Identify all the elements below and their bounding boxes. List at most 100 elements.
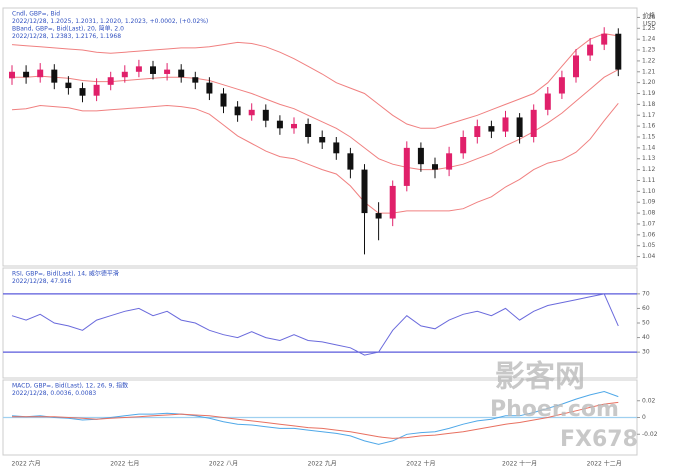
candle-body — [51, 69, 58, 83]
candle-body — [135, 66, 142, 72]
candle-body — [206, 82, 213, 94]
legend-text: RSI, GBP=, Bid(Last), 14, 威尔德平滑 — [12, 270, 119, 278]
candle-body — [164, 69, 171, 74]
candle-body — [544, 93, 551, 110]
y-tick-label: 0 — [642, 414, 646, 421]
y-tick-label: 1.23 — [642, 47, 656, 54]
candle-body — [262, 109, 269, 121]
candle-body — [375, 213, 382, 219]
x-tick-label: 2022 十月 — [406, 460, 435, 468]
candle-body — [347, 153, 354, 170]
y-tick-label: 40 — [642, 334, 650, 341]
indicator-line — [11, 390, 619, 445]
y-tick-label: 1.15 — [642, 134, 656, 141]
axis-label: 价格 — [643, 12, 655, 20]
y-tick-label: 1.08 — [642, 210, 656, 217]
candle-body — [305, 123, 312, 137]
x-tick-label: 2022 十二月 — [587, 460, 622, 468]
x-tick-label: 2022 八月 — [209, 461, 238, 468]
candle-body — [65, 82, 72, 89]
y-tick-label: -0.02 — [642, 431, 658, 438]
y-tick-label: 1.06 — [642, 231, 656, 238]
y-tick-label: 30 — [642, 349, 650, 356]
candle-body — [150, 66, 156, 74]
candle-body — [93, 84, 100, 96]
bollinger-band — [11, 33, 619, 129]
y-tick-label: 1.24 — [642, 36, 656, 43]
x-tick-label: 2022 七月 — [110, 460, 139, 468]
y-tick-label: 1.25 — [642, 25, 656, 32]
candle-body — [121, 71, 128, 78]
candle-body — [460, 137, 467, 154]
candle-body — [432, 164, 438, 170]
y-tick-label: 1.12 — [642, 166, 656, 173]
y-tick-label: 1.16 — [642, 123, 656, 130]
x-tick-label: 2022 六月 — [12, 460, 41, 468]
legend-text: Cndl, GBP=, Bid — [12, 11, 60, 18]
candle-body — [192, 77, 199, 83]
candle-body — [403, 147, 410, 186]
indicator-line — [12, 401, 619, 439]
candle-body — [417, 147, 424, 165]
y-tick-label: 1.05 — [642, 242, 656, 249]
candle-body — [248, 109, 255, 116]
y-tick-label: 1.21 — [642, 68, 656, 75]
y-tick-label: 1.20 — [642, 79, 656, 86]
y-tick-label: 1.22 — [642, 57, 656, 64]
candle-body — [23, 71, 30, 78]
watermark: FX678 — [560, 427, 638, 452]
candle-body — [530, 109, 537, 137]
candle-body — [573, 55, 579, 78]
legend-text: 2022/12/28, 47.916 — [12, 278, 72, 285]
candle-body — [37, 69, 44, 78]
candle-body — [333, 142, 340, 154]
candle-body — [291, 123, 297, 129]
y-tick-label: 1.14 — [642, 144, 656, 151]
candle-body — [178, 69, 185, 78]
y-tick-label: 70 — [642, 290, 650, 297]
candle-body — [587, 44, 594, 56]
axis-unit: USD — [643, 21, 656, 28]
y-tick-label: 1.26 — [642, 14, 656, 21]
y-tick-label: 1.19 — [642, 90, 656, 97]
legend-text: MACD, GBP=, Bid(Last), 12, 26, 9, 指数 — [12, 382, 128, 390]
y-tick-label: 50 — [642, 320, 650, 327]
candle-body — [79, 88, 86, 96]
y-tick-label: 1.18 — [642, 101, 656, 108]
candle-body — [502, 117, 509, 132]
y-tick-label: 60 — [642, 305, 650, 312]
y-tick-label: 1.07 — [642, 220, 656, 227]
y-tick-label: 1.17 — [642, 112, 656, 119]
candle-body — [474, 126, 481, 137]
x-tick-label: 2022 九月 — [308, 460, 337, 468]
candle-body — [516, 117, 523, 137]
watermark: Phoer.com — [490, 397, 619, 422]
legend-text: 2022/12/28, 1.2383, 1.2176, 1.1968 — [12, 33, 121, 40]
candle-body — [389, 185, 396, 219]
candle-body — [319, 137, 326, 143]
candle-body — [107, 77, 114, 85]
y-tick-label: 1.10 — [642, 188, 656, 195]
candle-body — [276, 120, 283, 129]
candle-body — [220, 93, 227, 107]
watermark: 影客网 — [495, 360, 585, 395]
y-tick-label: 0.02 — [642, 397, 656, 404]
y-tick-label: 1.09 — [642, 199, 656, 206]
candle-body — [9, 71, 15, 79]
x-tick-label: 2022 十一月 — [502, 460, 537, 468]
indicator-line — [11, 293, 619, 356]
candle-body — [361, 169, 368, 214]
candle-body — [601, 33, 608, 45]
legend-text: BBand, GBP=, Bid(Last), 20, 简单, 2.0 — [12, 25, 124, 33]
y-tick-label: 1.11 — [642, 177, 656, 184]
legend-text: 2022/12/28, 0.0036, 0.0083 — [12, 390, 96, 397]
candle-body — [234, 106, 241, 116]
y-tick-label: 1.13 — [642, 155, 656, 162]
candle-body — [446, 153, 453, 170]
candle-body — [558, 77, 565, 94]
y-tick-label: 1.04 — [642, 253, 656, 260]
bollinger-band — [11, 102, 619, 214]
candle-body — [615, 33, 622, 70]
